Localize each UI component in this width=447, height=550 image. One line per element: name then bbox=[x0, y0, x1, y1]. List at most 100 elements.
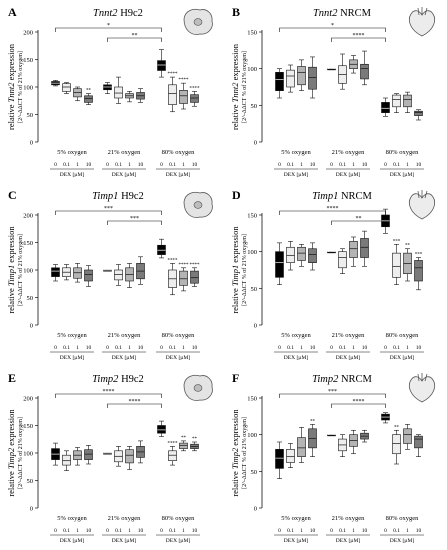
x-axis-label: DEX [µM] bbox=[60, 172, 85, 178]
dex-tick-label: 0 bbox=[330, 528, 333, 534]
dex-tick-label: 0 bbox=[54, 528, 57, 534]
box bbox=[414, 435, 423, 449]
y-axis-unit: [2^-ΔΔCT % of 21% oxygen] bbox=[241, 51, 248, 123]
y-axis-unit: [2^-ΔΔCT % of 21% oxygen] bbox=[17, 417, 24, 489]
group-label: 80% oxygen bbox=[386, 515, 419, 522]
dex-tick-label: 0 bbox=[106, 345, 109, 351]
dex-tick-label: 0.1 bbox=[339, 162, 346, 168]
y-tick-label: 0 bbox=[30, 323, 33, 330]
box bbox=[179, 90, 188, 104]
x-axis-label: DEX [µM] bbox=[166, 355, 191, 361]
panel-letter: B bbox=[232, 5, 240, 19]
box bbox=[190, 270, 199, 284]
dex-tick-label: 1 bbox=[406, 345, 409, 351]
dex-tick-label: 0 bbox=[106, 162, 109, 168]
dex-tick-label: 10 bbox=[138, 345, 144, 351]
box-stars: **** bbox=[190, 86, 201, 91]
dex-tick-label: 0 bbox=[330, 345, 333, 351]
dex-tick-label: 10 bbox=[416, 528, 422, 534]
y-axis-label: relative Tnnt2 expression bbox=[230, 43, 240, 130]
dex-tick-label: 0 bbox=[160, 162, 163, 168]
ylabel-prefix: relative bbox=[230, 286, 240, 314]
heart-icon bbox=[408, 7, 436, 37]
y-tick-label: 0 bbox=[254, 323, 257, 330]
panel-a: A Tnnt2 H9c2 relative Tnnt2 expression [2^-… bbox=[6, 5, 213, 178]
dex-tick-label: 0 bbox=[160, 345, 163, 351]
dex-tick-label: 10 bbox=[416, 162, 422, 168]
dex-tick-label: 1 bbox=[352, 162, 355, 168]
box bbox=[168, 84, 177, 105]
box bbox=[275, 449, 284, 469]
dex-tick-label: 10 bbox=[138, 162, 144, 168]
dex-tick-label: 10 bbox=[138, 528, 144, 534]
ylabel-gene: Timp1 bbox=[6, 265, 16, 286]
ylabel-gene: Timp2 bbox=[6, 447, 16, 469]
y-tick-label: 200 bbox=[23, 396, 33, 403]
dex-tick-label: 0.1 bbox=[115, 345, 122, 351]
box-stars: ** bbox=[86, 89, 92, 94]
box bbox=[297, 66, 306, 86]
bracket-stars: **** bbox=[353, 399, 365, 405]
bracket-stars: *** bbox=[130, 216, 139, 222]
dex-tick-label: 0.1 bbox=[63, 162, 70, 168]
group-label: 21% oxygen bbox=[332, 149, 365, 156]
bracket-stars: ** bbox=[132, 33, 138, 39]
significance-bracket bbox=[55, 210, 162, 215]
y-axis-label: relative Timp2 expression bbox=[6, 409, 16, 497]
y-tick-label: 100 bbox=[23, 268, 33, 275]
y-axis-label: relative Timp2 expression bbox=[230, 409, 240, 497]
y-axis-label: relative Timp1 expression bbox=[6, 226, 16, 314]
box bbox=[308, 66, 317, 90]
dex-tick-label: 0 bbox=[384, 345, 387, 351]
ylabel-gene: Timp1 bbox=[230, 265, 240, 286]
x-axis-label: DEX [µM] bbox=[284, 172, 309, 178]
dex-tick-label: 0.1 bbox=[287, 528, 294, 534]
bracket-stars: * bbox=[331, 23, 334, 29]
box bbox=[392, 94, 401, 108]
box-stars: **** bbox=[190, 263, 201, 268]
dex-tick-label: 0.1 bbox=[115, 162, 122, 168]
dex-tick-label: 0 bbox=[278, 345, 281, 351]
ylabel-suffix: expression bbox=[6, 409, 16, 448]
y-axis-unit: [2^-ΔΔCT % of 21% oxygen] bbox=[17, 51, 24, 123]
title-cell: NRCM bbox=[337, 8, 371, 19]
dex-tick-label: 0.1 bbox=[393, 345, 400, 351]
group-label: 5% oxygen bbox=[57, 515, 87, 522]
box bbox=[190, 94, 199, 103]
box bbox=[179, 442, 188, 449]
y-tick-label: 150 bbox=[23, 423, 33, 430]
heart-vessels bbox=[417, 7, 428, 16]
y-tick-label: 50 bbox=[27, 295, 34, 302]
heart-icon bbox=[408, 190, 436, 220]
box bbox=[84, 449, 93, 460]
x-axis-label: DEX [µM] bbox=[284, 538, 309, 544]
x-axis-label: DEX [µM] bbox=[390, 538, 415, 544]
box bbox=[179, 270, 188, 286]
x-axis-label: DEX [µM] bbox=[60, 538, 85, 544]
y-tick-label: 0 bbox=[254, 506, 257, 513]
box bbox=[286, 246, 295, 263]
y-tick-label: 200 bbox=[23, 213, 33, 220]
box bbox=[297, 246, 306, 261]
heart-icon bbox=[408, 373, 436, 403]
group-label: 21% oxygen bbox=[108, 515, 141, 522]
box bbox=[157, 60, 166, 71]
ylabel-suffix: expression bbox=[6, 43, 16, 82]
x-axis-label: DEX [µM] bbox=[390, 355, 415, 361]
y-tick-label: 0 bbox=[30, 140, 33, 147]
box bbox=[349, 241, 358, 258]
y-tick-label: 100 bbox=[23, 85, 33, 92]
box bbox=[84, 269, 93, 282]
dex-tick-label: 0.1 bbox=[393, 162, 400, 168]
dex-tick-label: 1 bbox=[182, 162, 185, 168]
dex-tick-label: 10 bbox=[86, 528, 92, 534]
y-tick-label: 150 bbox=[247, 30, 257, 37]
dex-tick-label: 10 bbox=[310, 528, 316, 534]
dex-tick-label: 1 bbox=[352, 528, 355, 534]
significance-bracket bbox=[107, 37, 162, 42]
box bbox=[62, 83, 71, 92]
x-axis-label: DEX [µM] bbox=[284, 355, 309, 361]
dex-tick-label: 1 bbox=[300, 528, 303, 534]
dex-tick-label: 10 bbox=[416, 345, 422, 351]
box bbox=[51, 267, 60, 277]
